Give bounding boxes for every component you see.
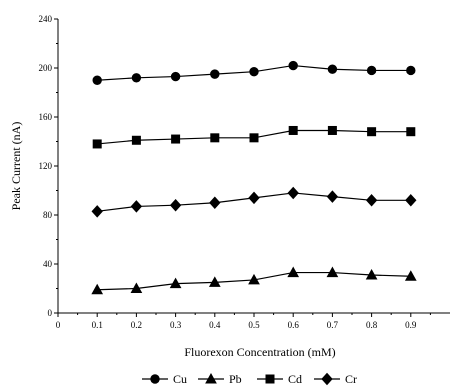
data-point bbox=[406, 65, 416, 76]
y-tick-label: 160 bbox=[39, 112, 53, 122]
x-tick-label: 0.9 bbox=[405, 320, 417, 330]
axes: 0 0.1 0.2 0.3 0.4 0.5 0.6 0.7 0.8 0.9 0 40 80 120 160… bbox=[39, 14, 450, 330]
series-cu bbox=[92, 60, 416, 85]
legend-item-cu: Cu bbox=[142, 372, 187, 386]
y-tick-label: 120 bbox=[39, 161, 53, 171]
data-point bbox=[169, 277, 182, 289]
legend-item-cr: Cr bbox=[314, 372, 357, 386]
data-point bbox=[208, 276, 221, 287]
legend-marker bbox=[321, 372, 333, 386]
y-tick-label: 40 bbox=[43, 259, 53, 269]
legend-label: Cd bbox=[288, 372, 302, 386]
series-layer bbox=[91, 60, 417, 295]
x-tick-label: 0 bbox=[56, 320, 61, 330]
x-tick-label: 0.4 bbox=[209, 320, 221, 330]
y-tick-label: 240 bbox=[39, 14, 53, 24]
legend-marker bbox=[150, 374, 160, 384]
legend-label: Pb bbox=[229, 372, 242, 386]
x-tick-label: 0.8 bbox=[366, 320, 378, 330]
data-point bbox=[130, 282, 143, 293]
data-point bbox=[92, 75, 102, 85]
data-point bbox=[91, 283, 104, 295]
data-point bbox=[249, 66, 259, 77]
data-point bbox=[404, 270, 417, 281]
legend-label: Cr bbox=[345, 372, 357, 386]
data-point bbox=[366, 65, 377, 76]
data-point bbox=[287, 266, 300, 278]
data-point bbox=[327, 125, 337, 135]
x-tick-label: 0.3 bbox=[170, 320, 182, 330]
data-point bbox=[170, 71, 181, 82]
legend-marker bbox=[205, 372, 217, 384]
series-cr bbox=[91, 186, 417, 218]
y-tick-label: 200 bbox=[39, 63, 53, 73]
data-point bbox=[405, 194, 417, 207]
data-point bbox=[171, 134, 181, 144]
legend-label: Cu bbox=[173, 372, 187, 386]
series-cd bbox=[92, 125, 416, 149]
legend: Cu Pb Cd Cr bbox=[142, 372, 357, 386]
data-point bbox=[91, 205, 103, 218]
data-point bbox=[210, 69, 220, 79]
series-pb bbox=[91, 266, 417, 295]
legend-item-cd: Cd bbox=[257, 372, 302, 386]
data-point bbox=[169, 198, 182, 212]
legend-marker bbox=[265, 374, 275, 384]
data-point bbox=[131, 73, 142, 83]
data-point bbox=[131, 135, 141, 145]
y-axis-label: Peak Current (nA) bbox=[9, 122, 23, 211]
y-tick-label: 0 bbox=[48, 308, 53, 318]
data-point bbox=[210, 133, 220, 143]
data-point bbox=[288, 60, 298, 71]
x-axis-label: Fluorexon Concentration (mM) bbox=[184, 345, 335, 359]
data-point bbox=[92, 139, 102, 149]
y-ticks: 0 40 80 120 160 200 240 bbox=[39, 14, 58, 318]
data-point bbox=[287, 186, 299, 200]
data-point bbox=[248, 273, 260, 285]
data-point bbox=[365, 194, 378, 207]
x-tick-label: 0.2 bbox=[131, 320, 142, 330]
data-point bbox=[249, 133, 259, 143]
data-point bbox=[326, 266, 339, 278]
data-point bbox=[367, 127, 377, 137]
x-ticks: 0 0.1 0.2 0.3 0.4 0.5 0.6 0.7 0.8 0.9 bbox=[56, 313, 431, 330]
data-point bbox=[326, 190, 339, 203]
data-point bbox=[288, 125, 298, 135]
data-point bbox=[406, 127, 416, 137]
data-point bbox=[209, 196, 221, 209]
x-tick-label: 0.7 bbox=[327, 320, 339, 330]
legend-item-pb: Pb bbox=[198, 372, 242, 386]
data-point bbox=[365, 268, 378, 280]
data-point bbox=[327, 64, 338, 74]
x-tick-label: 0.6 bbox=[288, 320, 300, 330]
data-point bbox=[248, 191, 260, 205]
data-point bbox=[130, 200, 143, 213]
x-tick-label: 0.1 bbox=[92, 320, 103, 330]
x-tick-label: 0.5 bbox=[248, 320, 260, 330]
y-tick-label: 80 bbox=[43, 210, 53, 220]
